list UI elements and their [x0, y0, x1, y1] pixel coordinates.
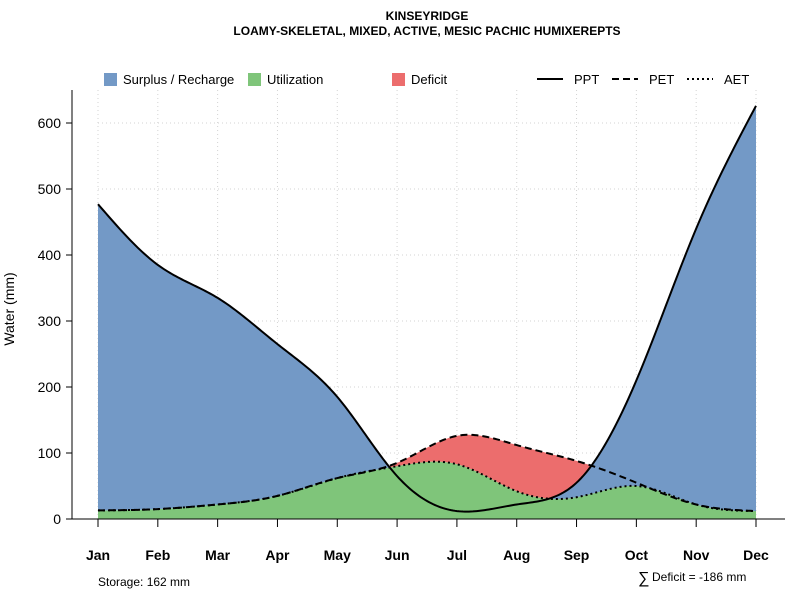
series-lines	[97, 105, 757, 513]
chart-subtitle: LOAMY-SKELETAL, MIXED, ACTIVE, MESIC PAC…	[233, 24, 620, 38]
y-tick-label: 0	[53, 511, 61, 527]
x-tick-label: Apr	[265, 547, 290, 563]
utilization-area	[98, 461, 756, 519]
series-line-ppt	[97, 105, 757, 513]
x-tick-label: Feb	[145, 547, 170, 563]
x-tick-label: Oct	[625, 547, 649, 563]
y-tick-label: 100	[38, 445, 62, 461]
legend-label-ppt: PPT	[574, 72, 599, 87]
x-tick-label: Mar	[205, 547, 230, 563]
legend-swatch-deficit	[392, 73, 405, 86]
legend-label-aet: AET	[724, 72, 749, 87]
x-tick-label: Dec	[743, 547, 769, 563]
x-tick-label: Nov	[683, 547, 710, 563]
x-tick-label: May	[324, 547, 351, 563]
legend-label-deficit: Deficit	[411, 72, 448, 87]
x-tick-label: Sep	[564, 547, 590, 563]
legend-label-surplus: Surplus / Recharge	[123, 72, 234, 87]
y-tick-label: 500	[38, 181, 62, 197]
legend-swatch-surplus	[104, 73, 117, 86]
legend-label-utilization: Utilization	[267, 72, 323, 87]
legend: Surplus / Recharge Utilization Deficit P…	[104, 72, 749, 87]
y-tick-label: 200	[38, 379, 62, 395]
y-tick-label: 400	[38, 247, 62, 263]
surplus-area	[98, 105, 756, 512]
y-axis-label: Water (mm)	[1, 272, 17, 345]
chart-title: KINSEYRIDGE	[386, 9, 469, 23]
deficit-note: Deficit = -186 mm	[652, 570, 746, 584]
series-line-aet	[97, 460, 757, 513]
x-tick-label: Jun	[385, 547, 410, 563]
deficit-sum-icon: ∑	[638, 570, 649, 587]
legend-label-pet: PET	[649, 72, 674, 87]
areas	[98, 105, 756, 519]
y-tick-label: 300	[38, 313, 62, 329]
axes: 0 100 200 300 400 500 600 Jan Feb Mar Apr May Jun Jul…	[38, 90, 785, 563]
y-tick-label: 600	[38, 115, 62, 131]
x-tick-label: Jan	[86, 547, 110, 563]
legend-swatch-utilization	[248, 73, 261, 86]
x-tick-label: Aug	[503, 547, 530, 563]
x-tick-label: Jul	[447, 547, 467, 563]
storage-note: Storage: 162 mm	[98, 575, 190, 589]
